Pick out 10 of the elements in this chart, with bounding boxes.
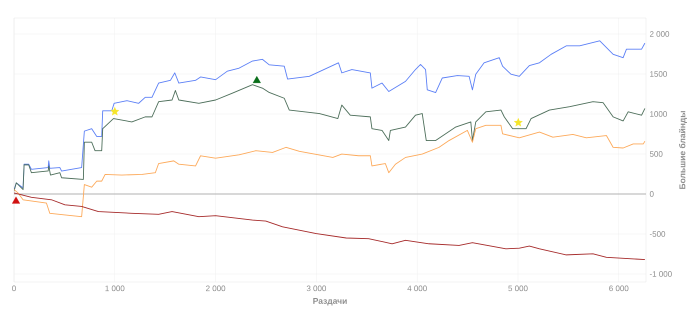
line-series bbox=[14, 84, 646, 192]
y-axis-title: Большие блайнды bbox=[678, 111, 687, 189]
point bbox=[110, 106, 120, 116]
line-series bbox=[14, 192, 646, 260]
point bbox=[12, 196, 20, 204]
line-series bbox=[14, 124, 646, 218]
x-axis-title: Раздачи bbox=[313, 298, 347, 306]
line-series bbox=[14, 40, 646, 190]
point bbox=[514, 118, 523, 126]
point bbox=[252, 76, 261, 84]
